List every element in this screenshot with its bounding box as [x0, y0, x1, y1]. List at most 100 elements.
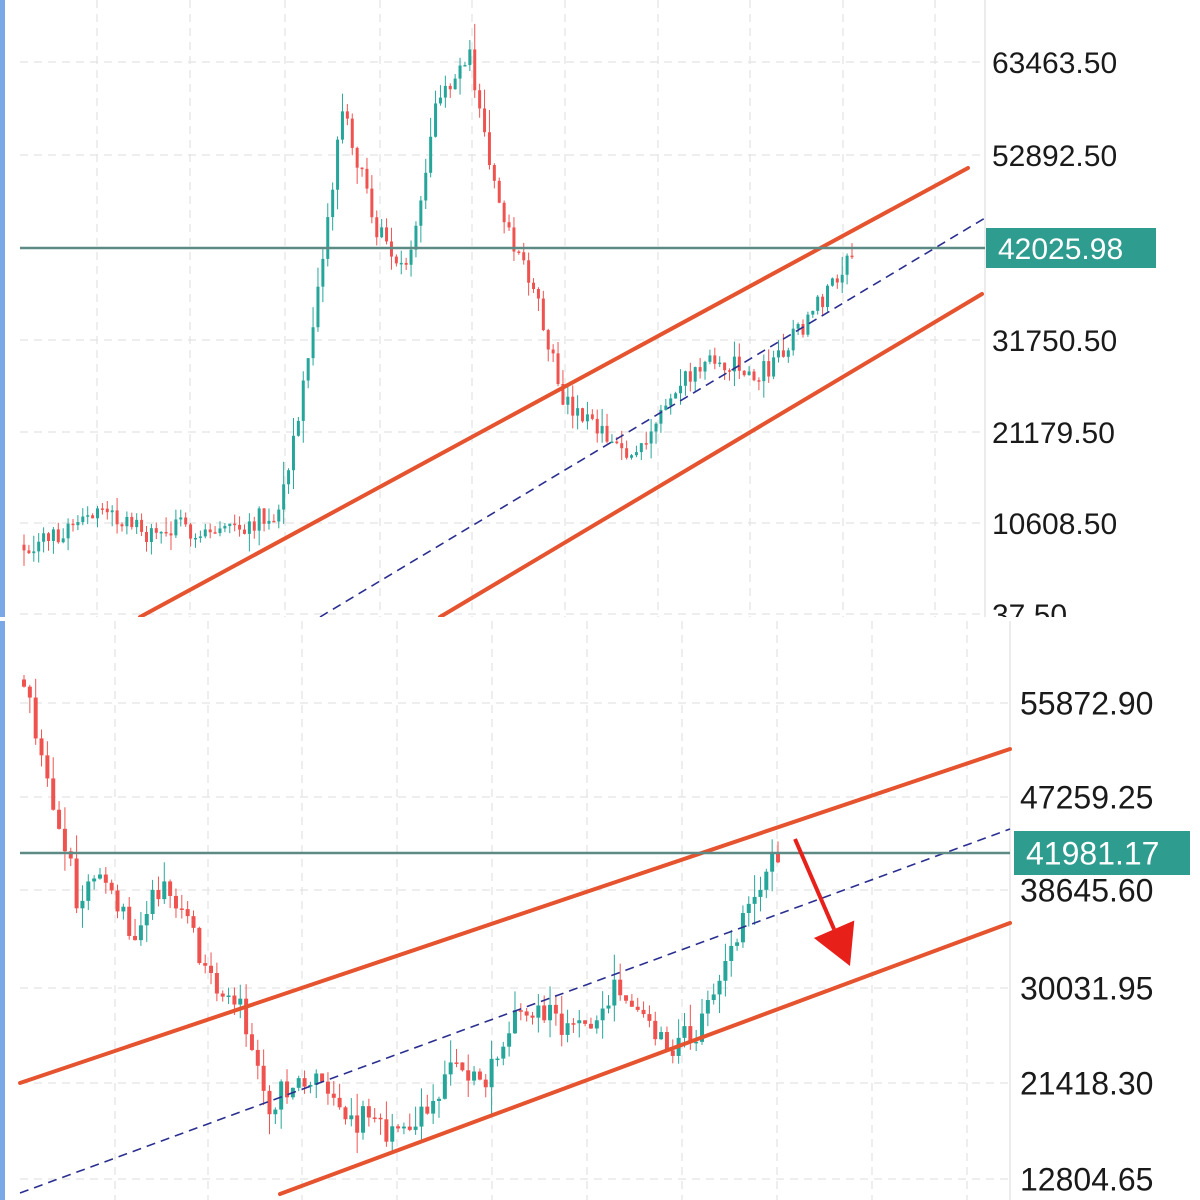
candle-up	[711, 994, 716, 1001]
candle-up	[791, 328, 795, 351]
candle-up	[777, 350, 781, 358]
candle-down	[144, 531, 148, 543]
candle-up	[639, 443, 643, 453]
current-price-label: 42025.98	[998, 233, 1123, 266]
y-axis-tick-label: 21179.50	[992, 417, 1115, 450]
candle-up	[512, 1010, 517, 1034]
candle-up	[296, 1078, 301, 1088]
candle-up	[238, 998, 243, 1005]
candle-down	[378, 1117, 383, 1120]
candle-up	[703, 361, 707, 372]
candle-up	[174, 519, 178, 536]
candle-down	[801, 324, 805, 335]
y-axis-tick-label: 30031.95	[1020, 971, 1153, 1007]
channel-mid-dashed-line	[319, 217, 986, 617]
candle-down	[620, 443, 624, 449]
candle-down	[595, 418, 599, 434]
candle-down	[285, 1081, 290, 1098]
y-axis-tick-label: 47259.25	[1020, 780, 1153, 816]
candle-down	[835, 278, 839, 283]
candle-up	[796, 324, 800, 329]
chart-panel-top: 63463.50 52892.50 31750.50 21179.50 10608.50…	[0, 0, 1156, 617]
candle-up	[770, 852, 775, 872]
candle-down	[524, 1011, 529, 1016]
candle-up	[735, 942, 740, 946]
candle-up	[576, 408, 580, 416]
candle-down	[625, 448, 629, 458]
candle-down	[372, 1117, 377, 1119]
candle-down	[179, 908, 184, 910]
candle-up	[443, 85, 447, 98]
candle-up	[429, 136, 433, 173]
candle-down	[39, 738, 44, 756]
candle-down	[507, 222, 511, 228]
candle-down	[688, 1026, 693, 1043]
candle-down	[164, 531, 168, 534]
candle-up	[682, 1026, 687, 1038]
candle-up	[277, 509, 281, 522]
candle-down	[553, 1004, 558, 1014]
candle-down	[571, 396, 575, 416]
candle-down	[581, 408, 585, 422]
candle-down	[103, 874, 108, 883]
top-chart-svg: 63463.50 52892.50 31750.50 21179.50 10608.50…	[20, 0, 1156, 617]
candle-up	[92, 878, 97, 882]
candle-down	[156, 889, 161, 900]
candle-up	[308, 1084, 313, 1087]
candle-down	[460, 1062, 465, 1071]
candle-down	[407, 1126, 412, 1130]
candle-down	[109, 882, 114, 891]
candle-down	[664, 1032, 669, 1051]
candle-up	[830, 278, 834, 286]
candle-up	[786, 350, 790, 357]
candle-down	[208, 529, 212, 533]
candle-up	[659, 1032, 664, 1040]
candle-up	[708, 355, 712, 362]
candle-down	[396, 1126, 401, 1129]
candle-up	[634, 452, 638, 456]
candle-down	[267, 1090, 272, 1115]
candle-up	[840, 274, 844, 283]
candle-up	[326, 217, 330, 259]
candle-up	[752, 896, 757, 904]
candle-down	[232, 995, 237, 1005]
candle-up	[226, 995, 231, 998]
candle-down	[723, 362, 727, 371]
candle-down	[191, 916, 196, 928]
candle-up	[762, 361, 766, 382]
candle-down	[252, 521, 256, 531]
candle-up	[223, 525, 227, 529]
candle-up	[694, 1041, 699, 1044]
candle-up	[97, 874, 102, 879]
candle-up	[291, 435, 295, 471]
candle-up	[162, 881, 167, 900]
candle-down	[365, 168, 369, 189]
candle-up	[649, 431, 653, 444]
candle-down	[641, 1009, 646, 1015]
candle-down	[184, 517, 188, 525]
candle-up	[600, 1008, 605, 1021]
candle-up	[463, 65, 467, 67]
candle-down	[522, 252, 526, 261]
candle-up	[37, 541, 41, 552]
candle-down	[45, 755, 50, 779]
candle-up	[198, 536, 202, 538]
candle-down	[133, 935, 138, 941]
candle-up	[566, 396, 570, 405]
candle-down	[120, 524, 124, 527]
candle-down	[168, 881, 173, 896]
candle-up	[495, 1058, 500, 1061]
candle-down	[644, 443, 648, 445]
candle-up	[419, 1106, 424, 1127]
candle-down	[244, 998, 249, 1035]
candle-down	[203, 963, 208, 966]
candle-down	[583, 1020, 588, 1024]
candle-up	[287, 470, 291, 485]
candle-down	[615, 441, 619, 444]
candle-up	[536, 1005, 541, 1018]
candle-up	[135, 519, 139, 528]
channel-upper-line	[18, 747, 1012, 1085]
candle-up	[816, 296, 820, 311]
candle-up	[301, 380, 305, 421]
candle-down	[536, 289, 540, 299]
